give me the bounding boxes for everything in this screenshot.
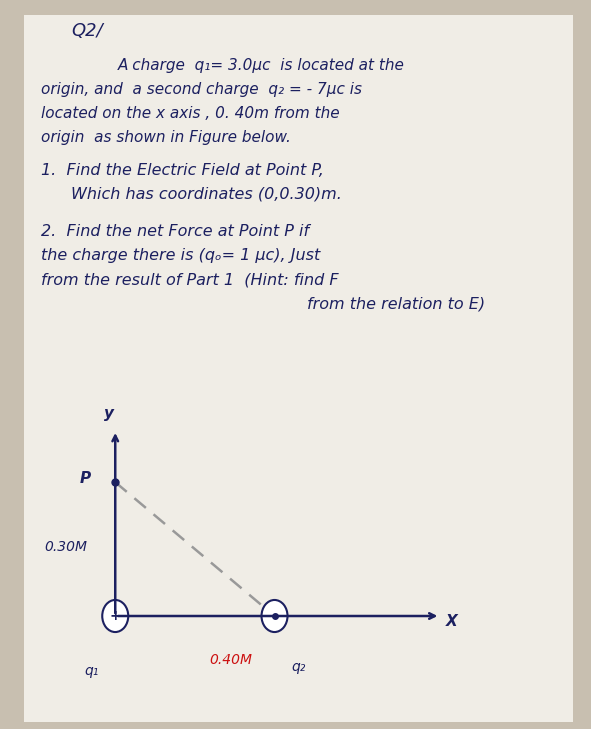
FancyBboxPatch shape — [24, 15, 573, 722]
Text: q₂: q₂ — [291, 660, 306, 674]
Circle shape — [261, 600, 288, 632]
Text: P: P — [80, 471, 91, 486]
Text: y: y — [105, 406, 114, 421]
Text: origin  as shown in Figure below.: origin as shown in Figure below. — [41, 130, 291, 145]
Text: q₁: q₁ — [85, 663, 99, 678]
Text: 2.  Find the net Force at Point P if: 2. Find the net Force at Point P if — [41, 224, 310, 239]
Text: Which has coordinates (0,0.30)m.: Which has coordinates (0,0.30)m. — [71, 187, 342, 202]
Text: A charge  q₁= 3.0μc  is located at the: A charge q₁= 3.0μc is located at the — [118, 58, 405, 73]
Text: 0.40M: 0.40M — [210, 652, 253, 667]
Text: the charge there is (qₒ= 1 μc), Just: the charge there is (qₒ= 1 μc), Just — [41, 248, 321, 263]
Circle shape — [102, 600, 128, 632]
Text: from the relation to E): from the relation to E) — [307, 296, 485, 311]
Text: Q2/: Q2/ — [71, 22, 103, 40]
Text: 0.30M: 0.30M — [44, 540, 87, 554]
Text: X: X — [446, 615, 458, 629]
Text: 1.  Find the Electric Field at Point P,: 1. Find the Electric Field at Point P, — [41, 163, 324, 178]
Text: origin, and  a second charge  q₂ = - 7μc is: origin, and a second charge q₂ = - 7μc i… — [41, 82, 362, 97]
Text: located on the x axis , 0. 40m from the: located on the x axis , 0. 40m from the — [41, 106, 340, 121]
Text: +: + — [109, 609, 121, 623]
Text: from the result of Part 1  (Hint: find F: from the result of Part 1 (Hint: find F — [41, 272, 339, 287]
